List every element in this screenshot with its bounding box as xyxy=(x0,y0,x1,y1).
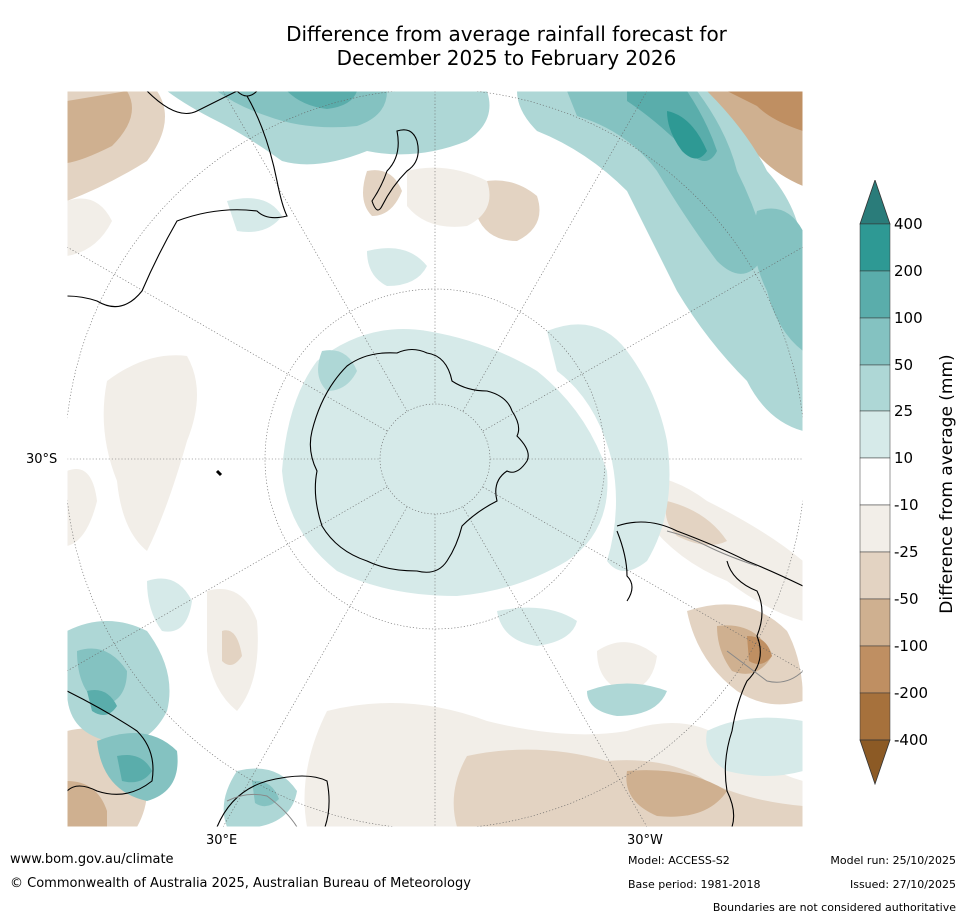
coast-africa xyxy=(67,690,330,827)
model-run-date: Model run: 25/10/2025 xyxy=(830,854,956,867)
coast-antarctica xyxy=(309,348,529,573)
colorbar-band-neutral xyxy=(859,457,891,506)
country-borders xyxy=(226,530,803,827)
colorbar-band-wet-400 xyxy=(859,223,891,272)
issued-date: Issued: 27/10/2025 xyxy=(849,878,956,891)
dry-patch-indian-ocean xyxy=(103,355,197,551)
colorbar-tick-label: -10 xyxy=(894,496,919,514)
colorbar-tick-label: -400 xyxy=(894,731,929,749)
rainfall-anomaly-map xyxy=(67,91,803,827)
colorbar-band-wet-100 xyxy=(859,317,891,366)
colorbar-band-wet-50 xyxy=(859,364,891,412)
wet-anomaly-patches xyxy=(67,91,803,827)
colorbar-over-arrow xyxy=(859,180,891,225)
graticule xyxy=(67,91,803,827)
longitude-label-30w: 30°W xyxy=(627,833,663,848)
colorbar-tick-label: 400 xyxy=(894,215,923,233)
colorbar-tick-label: -25 xyxy=(894,543,919,561)
coast-australia xyxy=(67,91,288,308)
title-line-2: December 2025 to February 2026 xyxy=(336,46,677,70)
wet-patch-antarctic-ring xyxy=(282,329,608,596)
colorbar-tick-label: -200 xyxy=(894,684,929,702)
coast-south-america xyxy=(616,521,803,827)
colorbar-band-dry-10 xyxy=(859,504,891,553)
colorbar-band-dry-50 xyxy=(859,598,891,647)
website-link[interactable]: www.bom.gov.au/climate xyxy=(10,852,174,867)
colorbar-band-wet-25 xyxy=(859,410,891,459)
colorbar-tick-label: 200 xyxy=(894,262,923,280)
colorbar xyxy=(859,180,891,785)
colorbar-band-dry-25 xyxy=(859,551,891,600)
colorbar-tick-label: 10 xyxy=(894,449,914,467)
colorbar-band-dry-100 xyxy=(859,645,891,694)
coastlines xyxy=(67,91,803,827)
wet-patch-australia xyxy=(167,91,490,165)
model-info: Model: ACCESS-S2 xyxy=(628,854,730,867)
colorbar-band-wet-200 xyxy=(859,270,891,319)
colorbar-title: Difference from average (mm) xyxy=(937,354,957,614)
coast-new-zealand xyxy=(371,129,419,211)
copyright-notice: © Commonwealth of Australia 2025, Austra… xyxy=(10,876,471,891)
colorbar-band-dry-200 xyxy=(859,692,891,741)
colorbar-tick-label: -100 xyxy=(894,637,929,655)
base-period-info: Base period: 1981-2018 xyxy=(628,878,761,891)
boundaries-disclaimer: Boundaries are not considered authoritat… xyxy=(712,901,956,914)
longitude-label-30e: 30°E xyxy=(206,833,238,848)
dry-anomaly-patches xyxy=(67,91,803,827)
colorbar-tick-label: 50 xyxy=(894,356,914,374)
title-line-1: Difference from average rainfall forecas… xyxy=(286,22,727,46)
latitude-label-30s: 30°S xyxy=(26,452,58,467)
colorbar-tick-label: 100 xyxy=(894,309,923,327)
colorbar-tick-label: 25 xyxy=(894,402,914,420)
map-title: Difference from average rainfall forecas… xyxy=(0,22,965,70)
colorbar-under-arrow xyxy=(859,739,891,785)
colorbar-tick-label: -50 xyxy=(894,590,919,608)
